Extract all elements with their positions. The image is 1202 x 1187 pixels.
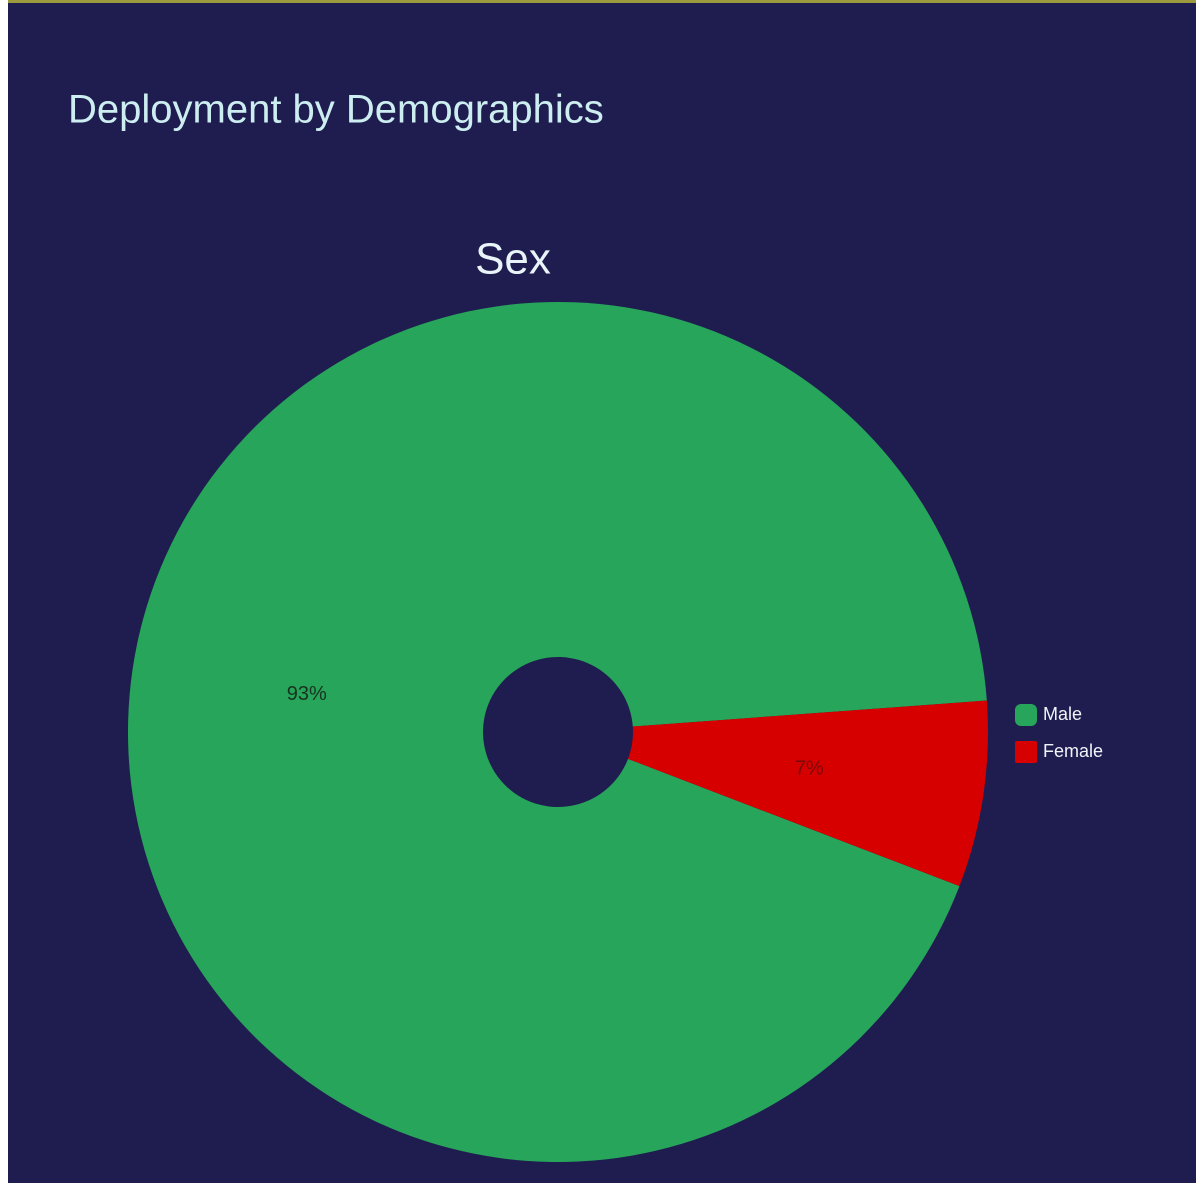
pie-slice	[128, 301, 987, 1162]
chart-title: Sex	[475, 235, 551, 284]
legend-label: Female	[1043, 741, 1103, 761]
legend-swatch	[1015, 741, 1037, 763]
page-title: Deployment by Demographics	[68, 88, 604, 132]
legend: Male Female	[1015, 704, 1103, 763]
legend-swatch	[1015, 704, 1037, 726]
data-label: 7%	[795, 757, 824, 779]
legend-label: Male	[1043, 704, 1082, 724]
plot: 93% 7%	[128, 301, 988, 1162]
data-label: 93%	[287, 683, 327, 705]
top-border	[8, 0, 1196, 3]
pie-slice	[628, 700, 988, 887]
